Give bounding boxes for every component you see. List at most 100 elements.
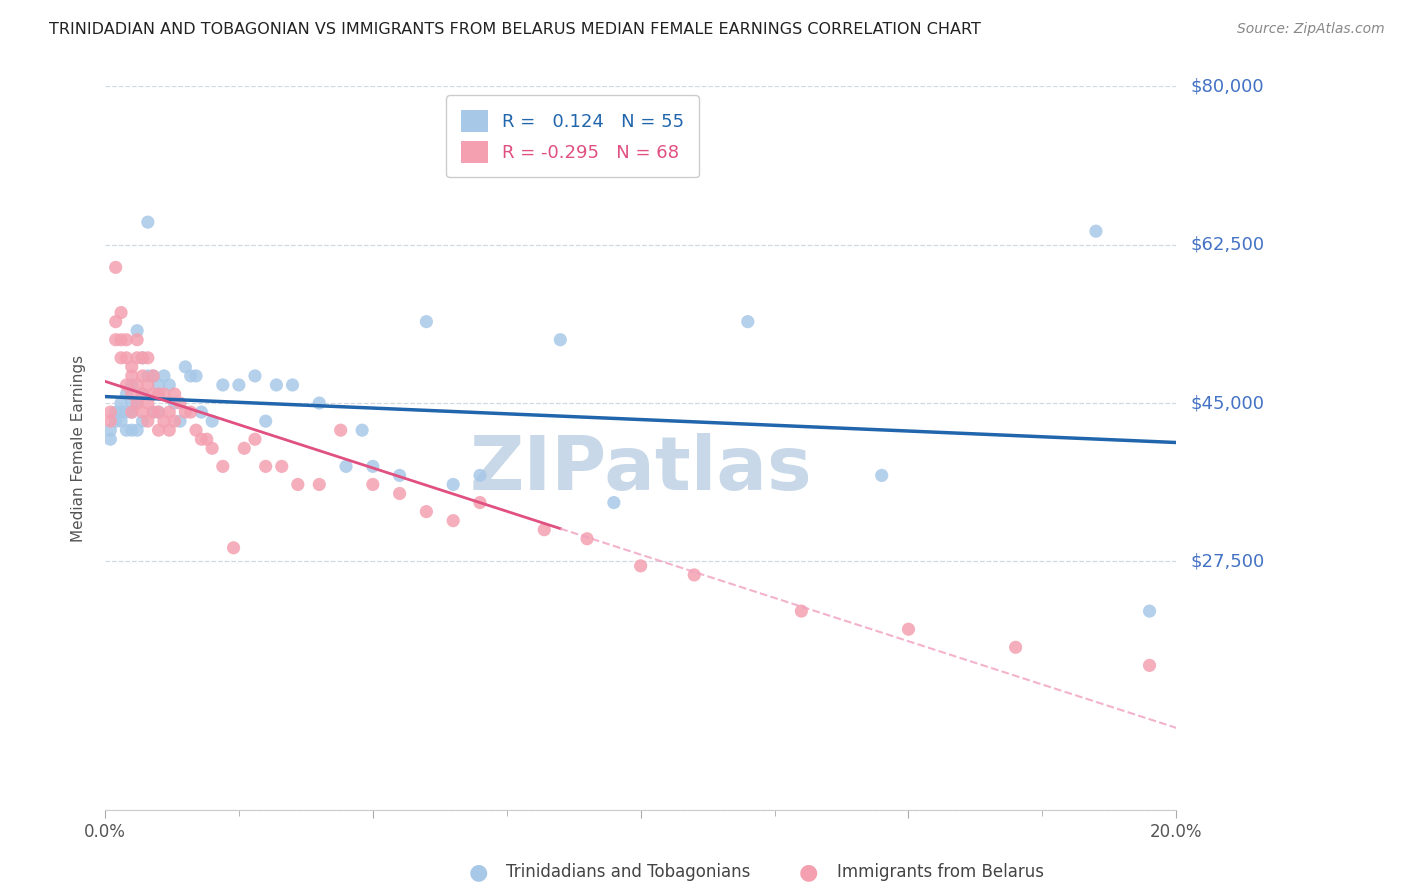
Point [169, 414, 191, 428]
Point [110, 396, 132, 410]
Point [228, 378, 250, 392]
Point [127, 396, 149, 410]
Point [243, 432, 266, 446]
Point [163, 387, 186, 401]
Point [897, 622, 920, 636]
Text: ZIPatlas: ZIPatlas [470, 434, 813, 507]
Text: Immigrants from Belarus: Immigrants from Belarus [837, 863, 1043, 881]
Point [104, 260, 127, 275]
Point [98, 432, 121, 446]
Point [163, 414, 186, 428]
Point [157, 405, 180, 419]
Point [142, 368, 165, 383]
Point [468, 495, 491, 509]
Point [142, 405, 165, 419]
Text: $62,500: $62,500 [1191, 235, 1264, 253]
Text: $27,500: $27,500 [1191, 552, 1264, 570]
Point [308, 477, 330, 491]
Point [1139, 658, 1161, 673]
Point [201, 442, 224, 456]
Point [115, 351, 138, 365]
Point [415, 505, 437, 519]
Point [131, 351, 153, 365]
Point [148, 423, 170, 437]
Point [266, 378, 288, 392]
Point [136, 414, 159, 428]
Point [110, 405, 132, 419]
Point [468, 468, 491, 483]
Point [174, 359, 197, 374]
Point [148, 378, 170, 392]
Point [335, 459, 357, 474]
Point [211, 459, 233, 474]
Point [127, 324, 149, 338]
Text: ●: ● [468, 863, 488, 882]
Point [131, 368, 153, 383]
Text: ●: ● [799, 863, 818, 882]
Point [254, 414, 277, 428]
Point [388, 486, 411, 500]
Text: TRINIDADIAN AND TOBAGONIAN VS IMMIGRANTS FROM BELARUS MEDIAN FEMALE EARNINGS COR: TRINIDADIAN AND TOBAGONIAN VS IMMIGRANTS… [49, 22, 981, 37]
Point [110, 305, 132, 319]
Point [211, 378, 233, 392]
Point [233, 442, 256, 456]
Point [576, 532, 599, 546]
Point [184, 423, 207, 437]
Point [104, 333, 127, 347]
Point [121, 359, 143, 374]
Point [98, 414, 121, 428]
Point [550, 333, 572, 347]
Point [115, 333, 138, 347]
Point [131, 351, 153, 365]
Point [121, 405, 143, 419]
Point [352, 423, 374, 437]
Point [110, 414, 132, 428]
Point [127, 351, 149, 365]
Point [281, 378, 304, 392]
Point [533, 523, 555, 537]
Point [148, 387, 170, 401]
Point [148, 405, 170, 419]
Point [1004, 640, 1026, 655]
Point [441, 514, 464, 528]
Point [136, 396, 159, 410]
Point [153, 368, 176, 383]
Point [98, 423, 121, 437]
Point [127, 378, 149, 392]
Point [115, 405, 138, 419]
Text: Trinidadians and Tobagonians: Trinidadians and Tobagonians [506, 863, 751, 881]
Point [190, 432, 212, 446]
Text: $45,000: $45,000 [1191, 394, 1264, 412]
Point [201, 414, 224, 428]
Point [603, 495, 626, 509]
Point [157, 423, 180, 437]
Point [142, 387, 165, 401]
Point [1139, 604, 1161, 618]
Point [110, 351, 132, 365]
Point [308, 396, 330, 410]
Point [115, 378, 138, 392]
Point [131, 414, 153, 428]
Legend: R =   0.124   N = 55, R = -0.295   N = 68: R = 0.124 N = 55, R = -0.295 N = 68 [446, 95, 699, 178]
Point [790, 604, 813, 618]
Point [163, 396, 186, 410]
Y-axis label: Median Female Earnings: Median Female Earnings [72, 355, 86, 541]
Point [287, 477, 309, 491]
Point [184, 368, 207, 383]
Point [115, 387, 138, 401]
Point [415, 315, 437, 329]
Point [131, 387, 153, 401]
Point [136, 215, 159, 229]
Point [127, 333, 149, 347]
Point [254, 459, 277, 474]
Point [142, 368, 165, 383]
Point [190, 405, 212, 419]
Text: $80,000: $80,000 [1191, 78, 1264, 95]
Point [121, 368, 143, 383]
Point [270, 459, 292, 474]
Point [136, 378, 159, 392]
Point [121, 405, 143, 419]
Point [127, 423, 149, 437]
Point [110, 333, 132, 347]
Point [121, 387, 143, 401]
